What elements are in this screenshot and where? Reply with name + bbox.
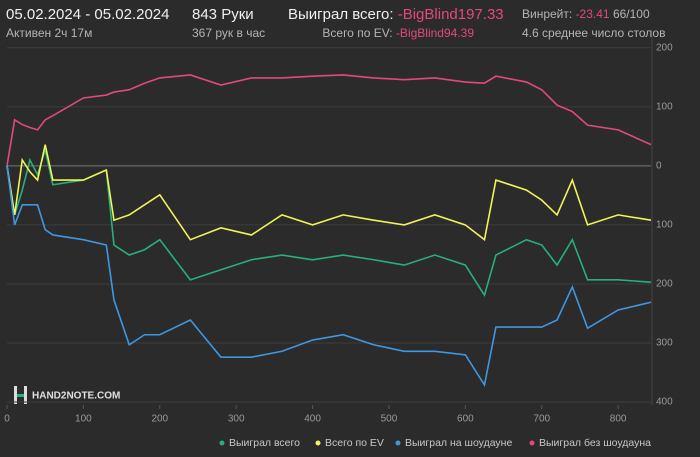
tables: 4.6 среднее число столов [522,26,666,40]
legend-dot [529,440,535,446]
legend-item: Всего по EV [315,437,384,449]
y-tick-label: 300 [656,338,673,349]
x-tick-label: 700 [533,414,550,425]
x-tick-label: 200 [151,414,168,425]
logo: HAND2NOTE.COM [14,386,120,404]
legend-dot [315,440,321,446]
label: Всего по EV: [322,26,393,40]
logo-mark [24,386,27,404]
hands: 843 Руки [192,6,254,23]
series-line [6,146,652,298]
y-tick-label: 400 [656,397,673,408]
x-tick-label: 600 [457,414,474,425]
label: Винрейт: [522,7,573,21]
legend-label: Выиграл всего [229,437,300,449]
legend-item: Выиграл на шоудауне [395,437,512,449]
y-tick-label: 200 [656,279,673,290]
legend-dot [395,440,401,446]
active-time: Активен 2ч 17м [6,26,93,40]
logo-text: HAND2NOTE.COM [32,391,120,402]
x-tick-label: 100 [75,414,92,425]
logo-mark [14,386,17,404]
y-tick-label: 100 [656,101,673,112]
series-line [6,144,652,242]
y-tick-label: 100 [656,220,673,231]
logo-mark [17,394,24,397]
x-tick-label: 300 [228,414,245,425]
label: Выиграл всего: [288,6,394,23]
x-tick-label: 0 [4,414,10,425]
date-range: 05.02.2024 - 05.02.2024 [6,6,170,23]
series-line [6,165,652,388]
unit: 66/100 [612,7,650,21]
legend-item: Выиграл без шоудауна [529,437,651,449]
x-tick-label: 800 [610,414,627,425]
x-tick-label: 500 [381,414,398,425]
x-tick-label: 400 [304,414,321,425]
hands-per-hour: 367 рук в час [192,26,266,40]
legend-label: Выиграл без шоудауна [539,437,651,449]
value: -23.41 [575,7,610,21]
legend-label: Выиграл на шоудауне [405,437,512,449]
won-total: Выиграл всего: -BigBlind197.33 [288,6,504,23]
legend-dot [219,440,225,446]
ev-total: Всего по EV: -BigBlind94.39 [322,26,474,40]
y-tick-label: 200 [656,42,673,53]
legend-item: Выиграл всего [219,437,300,449]
legend-label: Всего по EV [325,437,384,449]
winrate: Винрейт: -23.41 66/100 [522,7,650,21]
series-line [6,74,652,167]
value: -BigBlind197.33 [397,6,504,23]
y-tick-label: 0 [656,161,662,172]
value: -BigBlind94.39 [395,26,474,40]
